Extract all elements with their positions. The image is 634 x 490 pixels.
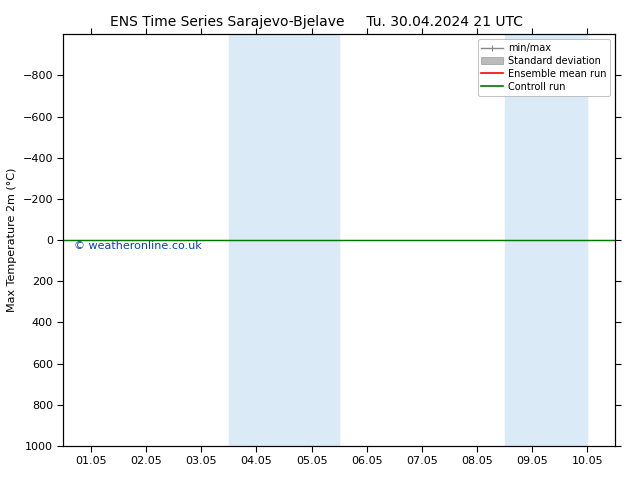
Bar: [229, 34, 339, 446]
Legend: min/max, Standard deviation, Ensemble mean run, Controll run: min/max, Standard deviation, Ensemble me…: [477, 39, 610, 96]
Bar: [505, 34, 588, 446]
Text: © weatheronline.co.uk: © weatheronline.co.uk: [74, 241, 202, 251]
Text: ENS Time Series Sarajevo-Bjelave     Tu. 30.04.2024 21 UTC: ENS Time Series Sarajevo-Bjelave Tu. 30.…: [110, 15, 524, 29]
Y-axis label: Max Temperature 2m (°C): Max Temperature 2m (°C): [7, 168, 17, 312]
